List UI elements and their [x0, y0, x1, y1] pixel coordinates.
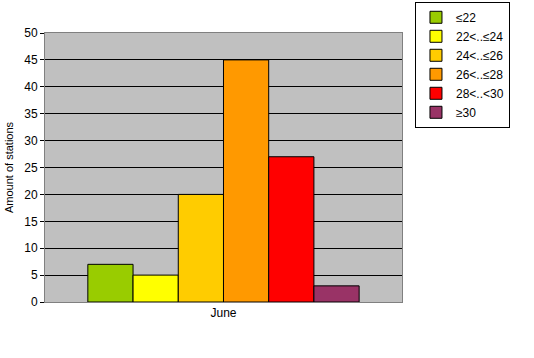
svg-text:24<..≤26: 24<..≤26	[456, 49, 503, 63]
svg-text:26<..≤28: 26<..≤28	[456, 68, 503, 82]
svg-text:10: 10	[24, 241, 38, 255]
svg-text:25: 25	[24, 161, 38, 175]
svg-text:40: 40	[24, 80, 38, 94]
svg-text:30: 30	[24, 134, 38, 148]
svg-text:≥30: ≥30	[456, 106, 476, 120]
svg-text:Amount of stations: Amount of stations	[3, 121, 15, 213]
svg-text:20: 20	[24, 188, 38, 202]
svg-text:45: 45	[24, 53, 38, 67]
svg-text:22<..≤24: 22<..≤24	[456, 30, 503, 44]
svg-text:0: 0	[31, 295, 38, 309]
svg-text:5: 5	[31, 268, 38, 282]
svg-text:35: 35	[24, 107, 38, 121]
svg-text:≤22: ≤22	[456, 11, 476, 25]
svg-text:28<..<30: 28<..<30	[456, 87, 504, 101]
svg-text:50: 50	[24, 26, 38, 40]
svg-text:15: 15	[24, 215, 38, 229]
svg-text:June: June	[210, 306, 236, 320]
